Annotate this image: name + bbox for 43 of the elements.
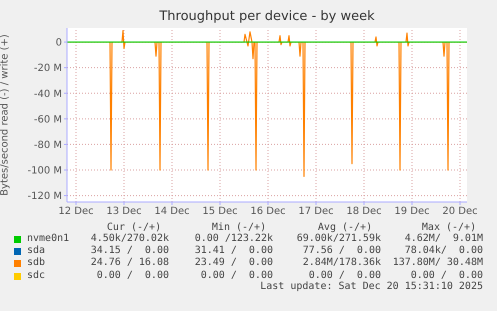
text: 34.15 / 0.00 — [90, 245, 169, 256]
text: 24.76 / 16.08 — [90, 257, 169, 268]
text: Last update: Sat Dec 20 15:31:10 2025 — [260, 281, 483, 292]
y-tick-label: -120 M — [27, 191, 62, 202]
x-tick-label: 17 Dec — [298, 206, 334, 218]
y-tick-label: -100 M — [27, 166, 62, 177]
text: Avg (-/+) — [316, 222, 374, 233]
legend-label: sdc — [27, 270, 46, 281]
x-tick-label: 14 Dec — [154, 206, 190, 218]
y-tick-label: -20 M — [34, 63, 62, 74]
text: 0.00 / 0.00 — [96, 270, 169, 281]
text: 78.04k/ 0.00 — [404, 245, 483, 256]
text: 31.41 / 0.00 — [194, 245, 273, 256]
text: Max (-/+) — [420, 222, 478, 233]
x-tick-label: 19 Dec — [394, 206, 430, 218]
text: 0.00 / 0.00 — [308, 270, 381, 281]
y-axis-title: Bytes/second read (-) / write (+) — [0, 34, 11, 196]
text: 4.62M/ 9.01M — [404, 233, 483, 244]
x-tick-label: 16 Dec — [250, 206, 286, 218]
legend-label: nvme0n1 — [27, 233, 70, 244]
text: 137.80M/ 30.48M — [392, 257, 483, 268]
text: 4.50k/270.02k — [90, 233, 169, 244]
y-tick-label: -60 M — [34, 114, 62, 126]
text: 0.00 / 0.00 — [410, 270, 483, 281]
legend-label: sda — [27, 245, 46, 256]
x-tick-label: 18 Dec — [346, 206, 382, 218]
x-tick-label: 13 Dec — [106, 206, 142, 218]
x-tick-label: 12 Dec — [58, 206, 94, 218]
text: Cur (-/+) — [106, 222, 162, 233]
x-tick-label: 15 Dec — [202, 206, 238, 218]
text: 69.00k/271.59k — [296, 233, 381, 244]
text: Min (-/+) — [210, 222, 268, 233]
y-tick-label: 0 — [56, 38, 62, 49]
y-tick-label: -40 M — [34, 88, 62, 100]
chart-title: Throughput per device - by week — [158, 9, 376, 24]
legend-label: sdb — [27, 257, 46, 268]
text: 23.49 / 0.00 — [194, 257, 273, 268]
text: 0.00 /123.22k — [194, 233, 273, 244]
text: 0.00 / 0.00 — [200, 270, 273, 281]
text: 77.56 / 0.00 — [302, 245, 381, 256]
text: 2.84M/178.36k — [302, 257, 381, 268]
y-tick-label: -80 M — [34, 140, 62, 151]
x-tick-label: 20 Dec — [442, 206, 478, 218]
